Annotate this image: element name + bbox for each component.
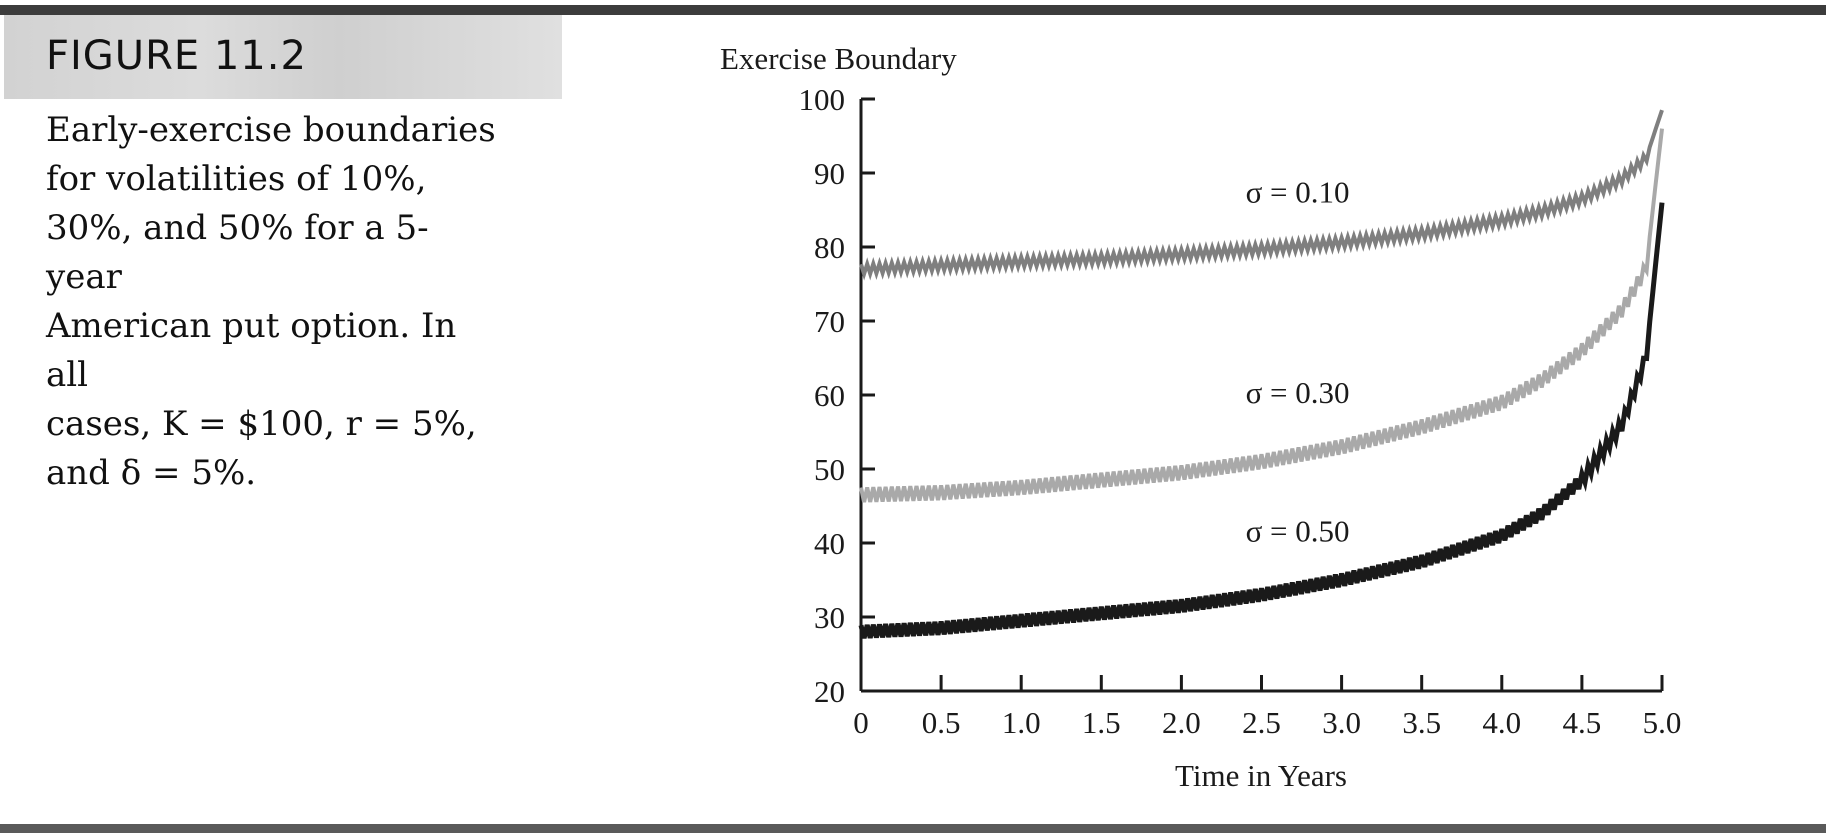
figure-number: FIGURE 11.2 <box>46 33 307 79</box>
y-tick-label: 30 <box>814 600 845 635</box>
y-tick-label: 70 <box>814 304 845 339</box>
figure-label-banner: FIGURE 11.2 <box>4 15 562 99</box>
x-tick-label: 5.0 <box>1643 705 1682 740</box>
x-tick-label: 3.0 <box>1322 705 1361 740</box>
series-label: σ = 0.30 <box>1246 375 1350 410</box>
series-label: σ = 0.50 <box>1246 514 1350 549</box>
x-tick-label: 4.0 <box>1482 705 1521 740</box>
x-tick-label: 2.5 <box>1242 705 1281 740</box>
y-tick-label: 20 <box>814 674 845 709</box>
x-tick-label: 1.0 <box>1002 705 1041 740</box>
series-line-sigma-1 <box>859 128 1664 503</box>
y-tick-label: 40 <box>814 526 845 561</box>
caption-line: and δ = 5%. <box>46 453 257 493</box>
caption-line: Early-exercise boundaries <box>46 110 496 150</box>
x-tick-label: 4.5 <box>1563 705 1602 740</box>
y-tick-label: 90 <box>814 156 845 191</box>
top-rule <box>0 5 1826 15</box>
figure-caption: Early-exercise boundaries for volatiliti… <box>46 106 496 498</box>
caption-line: for volatilities of 10%, <box>46 159 427 199</box>
y-tick-label: 50 <box>814 452 845 487</box>
x-tick-label: 1.5 <box>1082 705 1121 740</box>
x-tick-label: 0 <box>853 705 869 740</box>
y-axis-label: Exercise Boundary <box>720 41 957 76</box>
caption-line: American put option. In all <box>46 306 457 395</box>
y-tick-label: 60 <box>814 378 845 413</box>
series-line-sigma-2 <box>858 202 1665 639</box>
caption-line: 30%, and 50% for a 5-year <box>46 208 429 297</box>
y-tick-label: 80 <box>814 230 845 265</box>
x-tick-label: 2.0 <box>1162 705 1201 740</box>
series-line-sigma-0 <box>859 109 1664 281</box>
x-axis-label: Time in Years <box>1175 758 1347 793</box>
x-tick-label: 3.5 <box>1402 705 1441 740</box>
x-tick-label: 0.5 <box>922 705 961 740</box>
bottom-rule <box>0 824 1826 833</box>
y-tick-label: 100 <box>799 82 846 117</box>
series-label: σ = 0.10 <box>1246 175 1350 210</box>
caption-line: cases, K = $100, r = 5%, <box>46 404 477 444</box>
